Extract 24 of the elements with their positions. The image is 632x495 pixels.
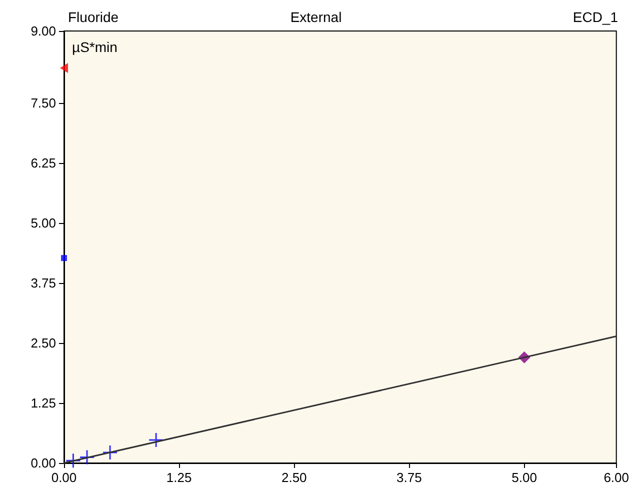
y-tick-label: 1.25 — [30, 396, 56, 410]
point — [65, 452, 81, 468]
chart-subtitle: External — [290, 9, 342, 25]
point — [102, 444, 118, 460]
point — [148, 432, 164, 448]
y-tick-label: 0.00 — [30, 456, 56, 470]
y-tick-label: 3.75 — [30, 276, 56, 290]
y-tick-label: 6.25 — [30, 156, 56, 170]
point — [60, 62, 68, 73]
y-tick-label: 5.00 — [30, 216, 56, 230]
x-tick-label: 3.75 — [396, 470, 422, 485]
x-tick-label: 2.50 — [281, 470, 307, 485]
point — [61, 255, 67, 262]
text: ECD_1 — [572, 9, 618, 25]
x-tick-label: 6.00 — [604, 470, 630, 485]
y-tick-label: 9.00 — [30, 24, 56, 38]
y-tick-label: 7.50 — [30, 96, 56, 110]
x-tick-label: 5.00 — [512, 470, 537, 485]
x-tick-label: 1.25 — [166, 470, 192, 485]
y-tick-label: 2.50 — [30, 336, 56, 350]
y-axis-title: µS*min — [72, 39, 118, 55]
point — [79, 449, 95, 465]
x-tick-label: 0.00 — [51, 470, 77, 485]
chart-title: Fluoride — [68, 9, 119, 25]
